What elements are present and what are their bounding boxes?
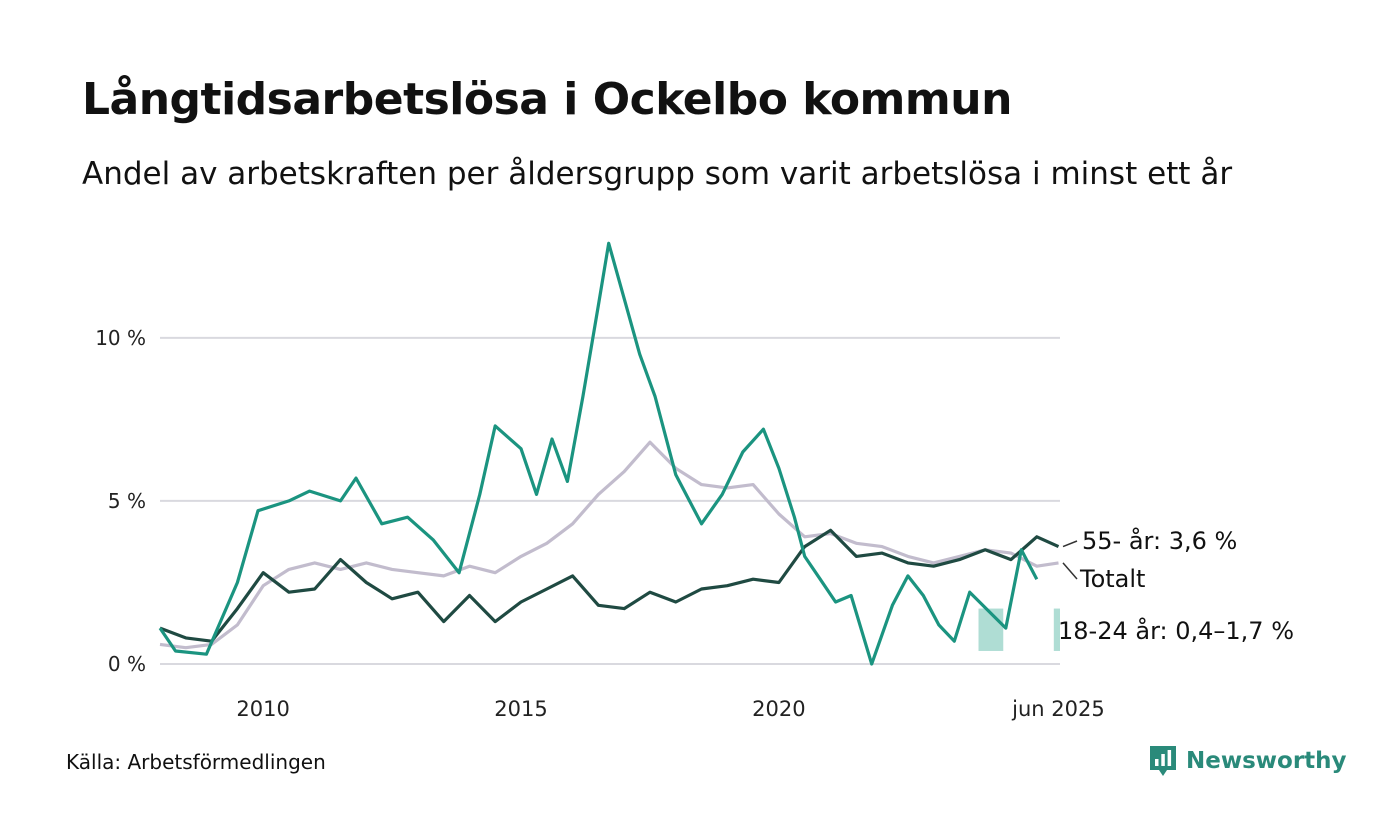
uncertainty-band	[978, 608, 1004, 651]
series-end-label: 55- år: 3,6 %	[1082, 526, 1237, 555]
brand-logo[interactable]: Newsworthy	[1148, 744, 1347, 778]
y-tick-label: 0 %	[108, 652, 146, 676]
chart-subtitle: Andel av arbetskraften per åldersgrupp s…	[82, 156, 1233, 192]
brand-name: Newsworthy	[1186, 748, 1347, 774]
y-tick-label: 5 %	[108, 489, 146, 513]
series-end-label: 18-24 år: 0,4–1,7 %	[1058, 616, 1294, 645]
chart-title: Långtidsarbetslösa i Ockelbo kommun	[82, 74, 1012, 125]
source-note: Källa: Arbetsförmedlingen	[66, 750, 326, 774]
series-end-label: Totalt	[1079, 565, 1145, 593]
y-tick-label: 10 %	[95, 326, 146, 350]
x-tick-label: 2015	[494, 697, 547, 721]
label-leader-line	[1062, 562, 1078, 580]
uncertainty-bands	[978, 608, 1060, 651]
series-line	[158, 241, 1039, 666]
axis-ticks: 0 % 5 % 10 % 2010 2015 2020 jun 2025	[95, 326, 1105, 721]
x-tick-label: 2010	[236, 697, 289, 721]
series-line	[159, 528, 1060, 643]
x-tick-label: jun 2025	[1011, 697, 1105, 721]
gridlines	[160, 336, 1060, 665]
end-labels: 55- år: 3,6 % Totalt 18-24 år: 0,4–1,7 %	[1058, 526, 1294, 645]
x-tick-label: 2020	[752, 697, 805, 721]
uncertainty-band	[1053, 608, 1060, 651]
newsworthy-logo-icon	[1150, 746, 1176, 776]
series-lines	[158, 241, 1060, 666]
label-leader-line	[1062, 540, 1078, 548]
series-line	[159, 440, 1059, 650]
